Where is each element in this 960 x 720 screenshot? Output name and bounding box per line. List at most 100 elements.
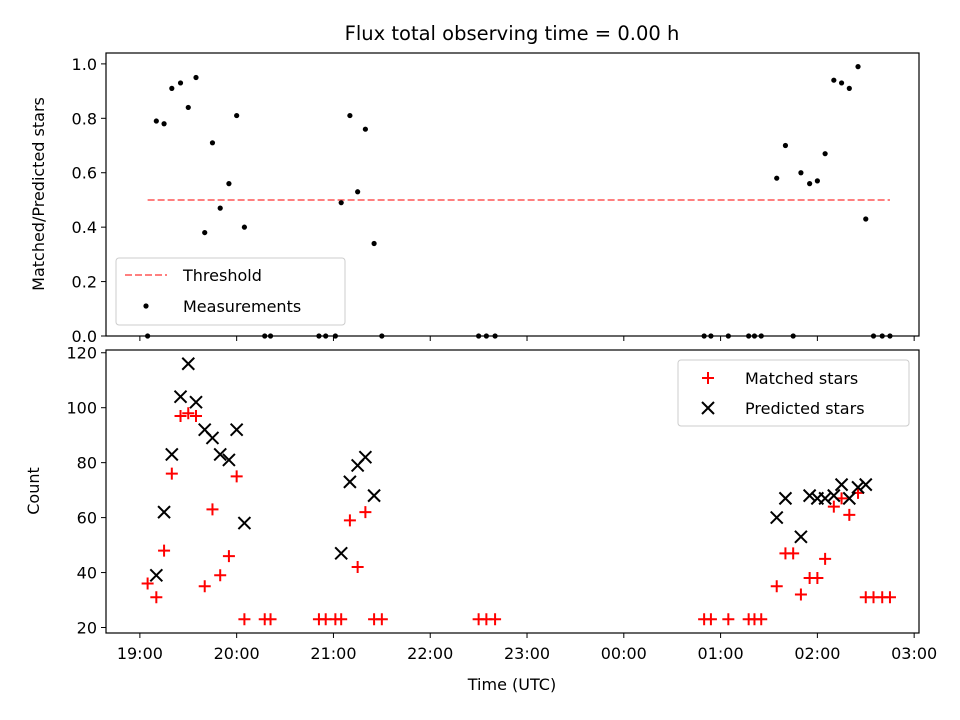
predicted-star-point [770, 510, 784, 525]
predicted-star-point [827, 488, 841, 503]
matched-star-point [787, 547, 800, 560]
measurement-point [241, 224, 248, 230]
matched-star-point [704, 613, 717, 626]
matched-star-point [214, 569, 227, 582]
matched-star-point [335, 613, 348, 626]
count-panel-ylabel: Count [24, 467, 43, 515]
count-panel-xlabel: Time (UTC) [467, 675, 556, 694]
matched-star-point [843, 508, 856, 521]
matched-star-point [343, 514, 356, 527]
predicted-star-point [149, 568, 164, 583]
matched-star-point [359, 506, 372, 519]
measurement-point [347, 112, 353, 119]
count-panel-x-axis: 19:00 20:00 21:00 22:00 23:00 00:00 01:00 02:00… [117, 633, 937, 663]
matched-star-point [264, 613, 277, 626]
matched-star-point [489, 613, 502, 626]
measurement-point [355, 189, 361, 195]
measurement-point [202, 229, 208, 236]
measurement-point [193, 74, 199, 81]
measurement-point [177, 80, 184, 86]
measurement-point [234, 112, 240, 119]
matched-star-point [230, 470, 243, 483]
predicted-star-point [358, 450, 373, 464]
count-y-tick-label: 80 [77, 454, 97, 473]
predicted-star-point [222, 453, 236, 467]
predicted-star-point [818, 491, 832, 506]
predicted-star-point [778, 491, 793, 506]
predicted-star-point [181, 357, 195, 371]
matched-star-point [158, 544, 171, 557]
count-x-tick-label: 22:00 [407, 644, 453, 663]
measurement-point [362, 126, 368, 132]
ratio-y-tick-label: 0.6 [72, 164, 97, 183]
matched-star-point [206, 503, 219, 516]
count-x-tick-label: 00:00 [601, 644, 647, 663]
count-x-tick-label: 02:00 [794, 644, 840, 663]
count-y-tick-label: 120 [66, 344, 97, 363]
measurement-point [846, 85, 852, 91]
measurement-point [371, 240, 377, 247]
measurement-point [217, 205, 223, 211]
predicted-star-point [229, 422, 244, 437]
matched-star-point [190, 409, 203, 422]
matched-star-point [883, 591, 896, 604]
measurement-point [185, 104, 191, 111]
measurement-point [338, 200, 344, 206]
measurement-point [798, 170, 804, 176]
count-panel-legend-box [677, 359, 910, 427]
measurement-point [831, 77, 837, 83]
measurement-point [807, 181, 813, 187]
ratio-y-tick-label: 0.0 [72, 327, 97, 346]
matched-star-point [238, 613, 251, 626]
count-y-tick-label: 100 [66, 399, 97, 418]
measurement-point [161, 121, 167, 127]
count-y-tick-label: 60 [77, 509, 97, 528]
count-x-tick-label: 20:00 [214, 644, 260, 663]
measurement-point [774, 175, 780, 181]
predicted-star-point [173, 390, 188, 404]
predicted-star-point [334, 546, 348, 561]
matched-star-point [182, 407, 195, 420]
matched-star-point [351, 561, 364, 574]
count-y-tick-label: 40 [77, 564, 97, 583]
predicted-star-point [834, 477, 849, 492]
measurement-point [814, 178, 820, 184]
predicted-star-point [851, 480, 865, 495]
measurements-series [145, 64, 893, 339]
ratio-panel: Matched/Predicted stars 0.0 0.2 0.4 0.6 0.8 1… [29, 52, 920, 346]
measurement-point [855, 64, 861, 70]
matched-star-point [770, 580, 783, 593]
count-panel-legend: Matched stars Predicted stars [677, 359, 910, 427]
count-x-tick-label: 23:00 [504, 644, 550, 663]
count-x-tick-label: 19:00 [117, 644, 163, 663]
matched-star-point [827, 500, 840, 513]
ratio-y-tick-label: 0.4 [72, 218, 97, 237]
measurements-legend-label: Measurements [183, 297, 301, 316]
threshold-legend-label: Threshold [182, 266, 262, 285]
matched-stars-legend-icon [702, 372, 714, 384]
count-panel-y-axis: 20 40 60 80 100 120 [66, 344, 106, 638]
predicted-stars-legend-icon [701, 401, 715, 415]
ratio-panel-y-axis: 0.0 0.2 0.4 0.6 0.8 1.0 [72, 55, 106, 346]
predicted-star-point [189, 395, 203, 409]
measurement-point [169, 85, 175, 91]
count-x-tick-label: 03:00 [891, 644, 937, 663]
measurement-point [209, 140, 216, 146]
ratio-panel-frame [105, 52, 920, 337]
count-panel: Count Time (UTC) 20 40 60 80 100 120 19:00 20:… [24, 344, 937, 694]
matched-star-point [174, 409, 187, 422]
measurement-point [226, 181, 232, 187]
predicted-star-point [802, 488, 817, 503]
predicted-star-point [367, 488, 381, 503]
measurement-point [863, 216, 869, 222]
predicted-star-point [213, 447, 227, 462]
predicted-stars-series [149, 357, 873, 583]
matched-star-point [198, 580, 211, 593]
ratio-panel-legend-box [115, 257, 346, 326]
matched-star-point [755, 613, 768, 626]
measurement-point [822, 151, 828, 157]
matched-star-point [375, 613, 388, 626]
predicted-star-point [157, 505, 171, 519]
matched-star-point [819, 552, 832, 565]
